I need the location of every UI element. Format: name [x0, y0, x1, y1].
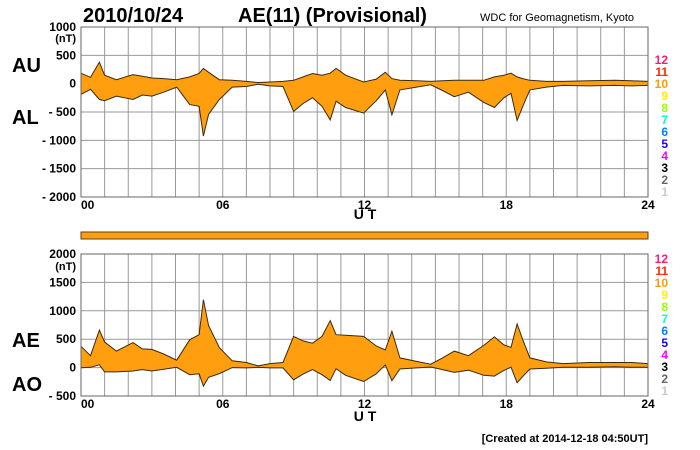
x-tick-label: 00 — [81, 198, 95, 212]
station-count-10: 10 — [655, 77, 669, 91]
y-tick-label: - 500 — [49, 389, 77, 403]
station-count-7: 7 — [661, 312, 668, 326]
y-tick-label: 500 — [56, 48, 76, 62]
station-count-8: 8 — [661, 300, 668, 314]
unit-label-bottom: (nT) — [55, 261, 76, 273]
x-tick-label: 24 — [641, 397, 655, 411]
x-tick-label: 12 — [358, 397, 372, 411]
station-count-1: 1 — [661, 384, 668, 398]
y-tick-label: 1500 — [49, 275, 76, 289]
station-count-1: 1 — [661, 185, 668, 199]
series-line-al — [80, 83, 649, 137]
station-count-7: 7 — [661, 113, 668, 127]
series-label-al: AL — [12, 107, 39, 129]
y-tick-label: 2000 — [49, 247, 76, 261]
station-count-12: 12 — [655, 252, 669, 266]
station-count-5: 5 — [661, 137, 668, 151]
station-count-10: 10 — [655, 276, 669, 290]
y-tick-label: 0 — [69, 77, 76, 91]
series-label-ao: AO — [12, 374, 42, 396]
station-count-4: 4 — [661, 149, 668, 163]
station-count-3: 3 — [661, 360, 668, 374]
x-axis-label-bottom: U T — [354, 408, 377, 424]
station-count-6: 6 — [661, 324, 668, 338]
plot-panel-0: 1000 500 0 - 500 - 1000 - 1500 - 2000 00 06 12 18 2… — [42, 20, 655, 212]
series-line-ao — [80, 364, 648, 388]
plot-frame — [80, 26, 649, 198]
station-count-8: 8 — [661, 101, 668, 115]
station-count-5: 5 — [661, 336, 668, 350]
series-line-au — [80, 60, 649, 84]
data-quality-bar — [80, 231, 649, 240]
x-tick-label: 18 — [500, 397, 514, 411]
station-count-2: 2 — [661, 372, 668, 386]
chart-source: WDC for Geomagnetism, Kyoto — [480, 12, 634, 24]
created-timestamp: [Created at 2014-12-18 04:50UT] — [482, 433, 649, 445]
unit-label-top: (nT) — [55, 33, 76, 45]
x-tick-label: 06 — [216, 198, 230, 212]
x-axis-label-top: U T — [354, 206, 377, 222]
station-count-6: 6 — [661, 125, 668, 139]
plot-panel-1: 2000 1500 1000 500 0 - 500 00 06 12 18 24 — [49, 247, 655, 411]
station-count-4: 4 — [661, 348, 668, 362]
y-tick-label: - 1500 — [42, 162, 76, 176]
y-tick-label: 1000 — [49, 20, 76, 34]
station-count-3: 3 — [661, 161, 668, 175]
station-count-9: 9 — [661, 288, 668, 302]
series-area-au-al — [81, 62, 648, 137]
series-label-ae: AE — [12, 330, 40, 352]
x-tick-label: 00 — [81, 397, 95, 411]
chart-date: 2010/10/24 — [83, 5, 184, 27]
station-count-9: 9 — [661, 89, 668, 103]
series-line-ae — [80, 299, 649, 367]
y-tick-label: 0 — [69, 361, 76, 375]
series-area-ae-ao — [81, 299, 648, 387]
y-tick-label: - 500 — [49, 105, 77, 119]
station-count-2: 2 — [661, 173, 668, 187]
x-tick-label: 18 — [500, 198, 514, 212]
station-count-12: 12 — [655, 53, 669, 67]
station-count-11: 11 — [655, 264, 668, 278]
plot-frame — [80, 253, 649, 397]
y-tick-label: - 2000 — [42, 190, 76, 204]
y-tick-label: 1000 — [49, 304, 76, 318]
x-tick-label: 12 — [358, 198, 372, 212]
chart-title: AE(11) (Provisional) — [238, 5, 427, 27]
y-tick-label: - 1000 — [42, 133, 76, 147]
y-tick-label: 500 — [56, 332, 76, 346]
x-tick-label: 24 — [641, 198, 655, 212]
x-tick-label: 06 — [216, 397, 230, 411]
series-label-au: AU — [12, 55, 41, 77]
station-count-11: 11 — [655, 65, 668, 79]
